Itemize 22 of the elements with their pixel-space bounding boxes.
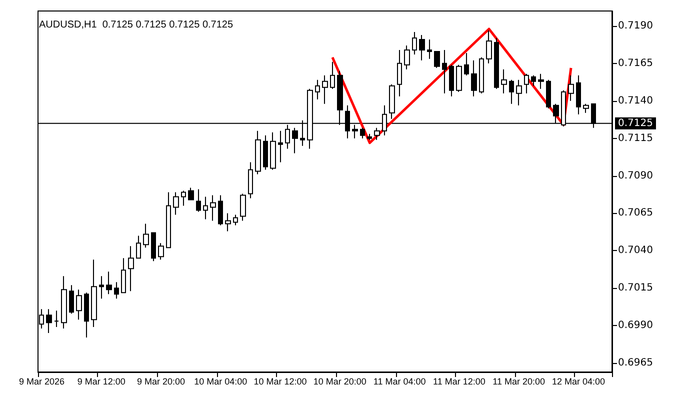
y-tick-label: 0.7190 (618, 20, 653, 32)
x-tick-label: 11 Mar 20:00 (492, 376, 546, 386)
y-tick-label: 0.6990 (618, 320, 653, 332)
x-tick-label: 9 Mar 2026 (18, 376, 64, 386)
y-tick-label: 0.6965 (618, 358, 653, 369)
y-tick-label: 0.7115 (618, 132, 653, 144)
x-tick-label: 11 Mar 04:00 (373, 376, 426, 386)
x-tick-label: 11 Mar 12:00 (432, 376, 486, 386)
y-tick-label: 0.7015 (618, 282, 653, 294)
x-tick-label: 10 Mar 12:00 (254, 376, 307, 386)
x-tick-label: 12 Mar 04:00 (552, 376, 605, 386)
x-tick-label: 9 Mar 12:00 (77, 376, 126, 386)
y-tick-label: 0.7040 (618, 245, 653, 256)
y-tick-label: 0.7065 (618, 208, 653, 219)
text: AUDUSD,H1 0.7125 0.7125 0.7125 0.7125 (39, 20, 234, 30)
y-tick-label: 0.7090 (618, 170, 653, 182)
x-tick-label: 9 Mar 20:00 (136, 376, 186, 386)
y-tick-label: 0.7140 (618, 95, 653, 106)
y-tick-label: 0.7165 (618, 58, 653, 69)
x-tick-label: 10 Mar 04:00 (194, 376, 248, 386)
ref-line-label: 0.7125 (618, 118, 653, 129)
x-tick-label: 10 Mar 20:00 (313, 376, 366, 386)
